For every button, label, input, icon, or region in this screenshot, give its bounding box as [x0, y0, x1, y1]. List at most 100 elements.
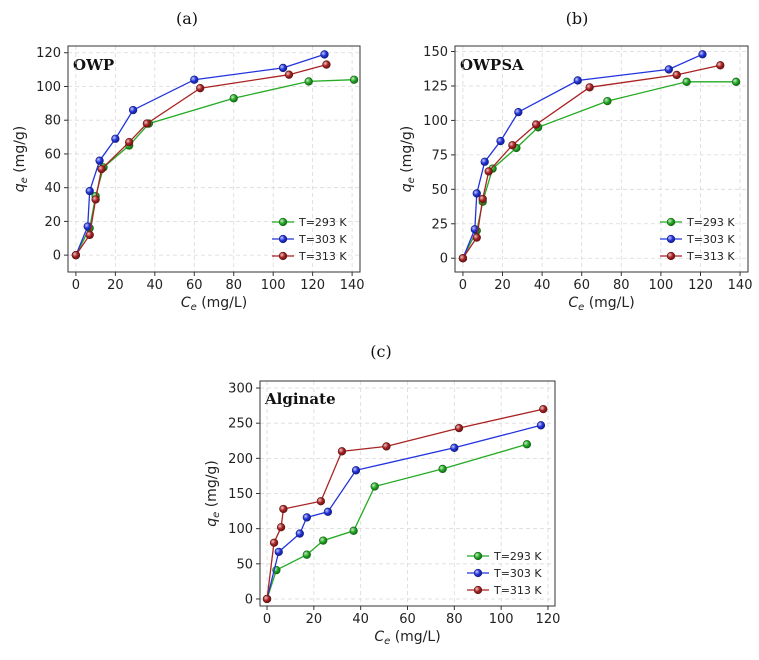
panel-a-legend-label-1: T=303 K — [298, 233, 347, 246]
panel-c-xlabel-sub: e — [384, 636, 390, 647]
panel-c-series-0-point-6 — [438, 464, 447, 474]
panel-b-ytick-label-2: 50 — [431, 183, 448, 198]
panel-c-series-0-point-2 — [302, 550, 311, 559]
panel-b-series-1-point-5 — [514, 107, 523, 117]
panel-a-xtick-label-5: 100 — [261, 278, 286, 293]
panel-b-series-2-point-0 — [458, 254, 468, 263]
panel-a-legend-label-2: T=313 K — [298, 250, 347, 263]
panel-c-ytick-label-1: 50 — [236, 557, 253, 572]
panel-c-ytick-label-3: 150 — [228, 487, 253, 502]
panel-a-xtick-label-6: 120 — [300, 278, 325, 293]
panel-b-ytick-label-0: 0 — [440, 252, 448, 267]
panel-b-series-2-point-4 — [508, 141, 517, 150]
panel-c-series-2-point-4 — [316, 497, 326, 506]
panel-a-ytick-label-4: 80 — [44, 114, 61, 129]
panel-b-series-2-point-2 — [478, 194, 487, 204]
panel-c-series-1-line — [266, 424, 542, 600]
panel-c-title: Alginate — [264, 390, 336, 408]
panel-b-xlabel-sub: e — [578, 302, 584, 313]
panel-a-series-2-point-3 — [97, 164, 106, 174]
panel-a-series-2-line — [75, 63, 327, 256]
panel-b-series-1-line — [462, 53, 703, 259]
panel-b-series-2-point-5 — [532, 120, 541, 129]
panel-b-ytick-label-6: 150 — [423, 45, 448, 60]
panel-b-series-1-point-4 — [496, 136, 505, 146]
panel-a-ytick-label-6: 120 — [36, 46, 61, 61]
panel-c-series-1-point-4 — [323, 507, 333, 516]
panel-b-legend-marker-1 — [666, 234, 676, 244]
panel-c-xtick-label-4: 80 — [446, 612, 463, 627]
panel-b-legend-label-2: T=313 K — [686, 250, 735, 263]
panel-b-ylabel: qe (mg/g) — [399, 126, 417, 193]
panel-a-series-0-point-7 — [304, 77, 313, 86]
panel-a-series-2-point-8 — [322, 60, 331, 69]
panel-a-plot: 0 20 40 60 80 100 120 140 0 20 40 60 80 100 120 Ce (mg/… — [12, 45, 365, 313]
panel-a-xtick-label-7: 140 — [340, 278, 365, 293]
panel-c-series-2-point-2 — [276, 523, 286, 532]
panel-b-series-1-point-3 — [480, 157, 489, 166]
panel-a-series-2-point-2 — [91, 195, 100, 204]
panel-a-ytick-label-5: 100 — [36, 80, 61, 95]
panel-b-xtick-label-5: 100 — [648, 278, 673, 293]
panel-a-series-1-point-7 — [278, 63, 288, 73]
panel-b-series-0-point-6 — [603, 96, 612, 106]
panel-b-xtick-label-4: 80 — [613, 278, 630, 293]
panel-a-series-2-point-7 — [284, 70, 294, 79]
panel-b-xlabel: Ce (mg/L) — [568, 295, 634, 313]
panel-c-xlabel-unit: (mg/L) — [390, 629, 440, 645]
panel-b-plot: 0 20 40 60 80 100 120 140 0 25 50 75 100 125 150 Ce (mg… — [399, 45, 752, 313]
panel-a-ytick-label-2: 40 — [44, 181, 61, 196]
panel-c-series-0-point-3 — [319, 536, 328, 545]
panel-c-label: (c) — [370, 342, 391, 361]
panel-c-series-1-point-1 — [274, 547, 283, 557]
panel-b-xtick-label-2: 40 — [534, 278, 551, 293]
panel-b-xtick-label-7: 140 — [728, 278, 753, 293]
panel-a-series-1-point-4 — [111, 134, 120, 143]
panel-c-ylabel: qe (mg/g) — [204, 460, 222, 527]
panel-a-series-1-point-5 — [128, 105, 138, 115]
panel-a-xlabel-main: C — [181, 295, 191, 311]
panel-c-ytick-label-5: 250 — [228, 417, 253, 432]
panel-a-ylabel-unit: (mg/g) — [12, 126, 28, 178]
panel-b-ytick-label-5: 125 — [423, 79, 448, 94]
panel-b-series-1-point-7 — [664, 65, 673, 74]
panel-c-series-1-point-5 — [351, 466, 361, 475]
panel-b-xtick-label-0: 0 — [459, 278, 467, 293]
panel-a-series-2-point-6 — [196, 84, 205, 93]
panel-c-ylabel-unit: (mg/g) — [204, 460, 220, 512]
panel-b: (b) OWPSA 0 20 40 60 80 100 120 140 0 25 50 75 100 12… — [399, 9, 752, 313]
panel-c-legend-label-2: T=313 K — [493, 584, 542, 597]
panel-c-series-2-point-3 — [279, 504, 288, 514]
panel-c-series-1-point-3 — [302, 513, 311, 522]
panel-c-ytick-label-4: 200 — [228, 452, 253, 467]
panel-a-series-1-point-8 — [320, 50, 329, 59]
panel-a-xtick-label-1: 20 — [107, 278, 124, 293]
panel-a-xlabel: Ce (mg/L) — [181, 295, 247, 313]
panel-c-xlabel: Ce (mg/L) — [374, 629, 440, 647]
panel-c-ylabel-sub: e — [211, 512, 222, 518]
panel-c-xtick-label-3: 60 — [399, 612, 416, 627]
panel-b-frame — [454, 45, 749, 273]
panel-a-legend-label-0: T=293 K — [298, 216, 347, 229]
panel-a-title: OWP — [73, 56, 114, 74]
panel-b-series-2-point-8 — [716, 61, 725, 70]
panel-b-legend-marker-2 — [666, 251, 676, 261]
panel-a-series-1-point-2 — [85, 186, 94, 196]
panel-c-xtick-label-0: 0 — [263, 612, 271, 627]
panel-a-legend-marker-0 — [278, 217, 288, 227]
panel-b-ylabel-sub: e — [406, 177, 417, 183]
panel-b-xtick-label-1: 20 — [494, 278, 511, 293]
panel-b-legend-marker-0 — [666, 217, 676, 227]
panel-c-series-2-point-1 — [269, 538, 279, 547]
panel-b-xtick-label-3: 60 — [573, 278, 590, 293]
panel-a-ytick-label-1: 20 — [44, 215, 61, 230]
panel-a-xtick-label-2: 40 — [147, 278, 164, 293]
panel-c-legend-marker-0 — [473, 551, 483, 561]
panel-c-series-2-point-8 — [539, 404, 548, 414]
panel-a-series-2-point-1 — [85, 230, 94, 240]
panel-b-ylabel-unit: (mg/g) — [399, 126, 415, 178]
panel-c-series-0-line — [266, 443, 528, 600]
panel-c-series-0-point-4 — [349, 526, 358, 535]
panel-b-xtick-label-6: 120 — [688, 278, 713, 293]
